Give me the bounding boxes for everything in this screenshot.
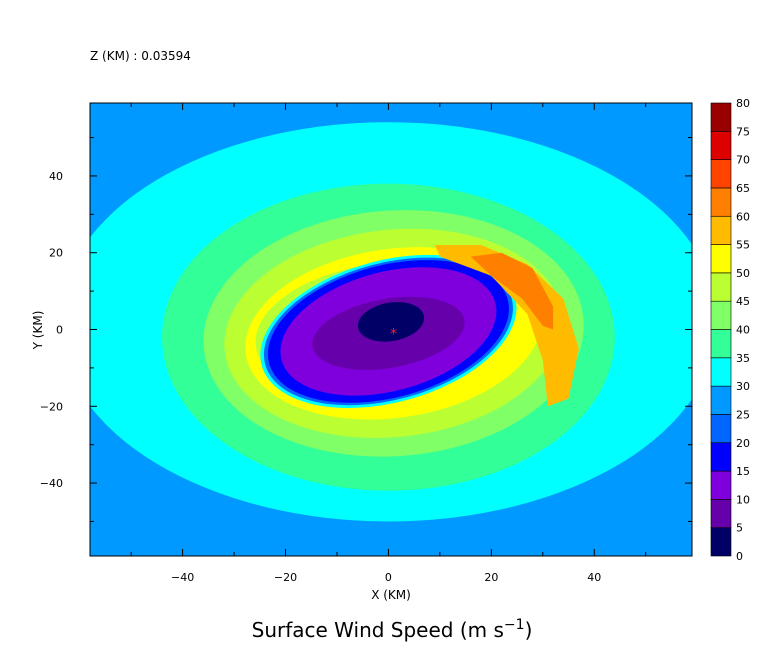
y-tick-label: 40 (49, 170, 63, 183)
colorbar-label: 0 (736, 550, 743, 563)
colorbar-swatch (710, 244, 732, 274)
colorbar-swatch (710, 527, 732, 557)
x-tick-labels: −40 −20 0 20 40 (171, 571, 601, 584)
colorbar-swatch (710, 329, 732, 359)
colorbar-swatch (710, 102, 732, 132)
colorbar-label: 40 (736, 324, 750, 337)
colorbar-label: 30 (736, 380, 750, 393)
y-tick-labels: −40 −20 0 20 40 (40, 170, 63, 490)
colorbar-swatch (710, 499, 732, 528)
x-tick-label: 40 (587, 571, 601, 584)
chart-subtitle: Z (KM) : 0.03594 (90, 49, 191, 63)
contour-region (357, 302, 425, 342)
colorbar-swatch (710, 442, 732, 472)
colorbar-swatch (710, 357, 732, 387)
colorbar-label: 65 (736, 182, 750, 195)
colorbar-swatch (710, 131, 732, 160)
colorbar-label: 60 (736, 210, 750, 223)
colorbar-label: 55 (736, 239, 750, 252)
contour-region (434, 245, 579, 407)
storm-center-marker: * (390, 326, 397, 342)
axis-ticks (90, 103, 692, 556)
colorbar-label: 10 (736, 493, 750, 506)
x-tick-label: −40 (171, 571, 194, 584)
colorbar-label: 5 (736, 522, 743, 535)
colorbar: 0 5 10 15 20 25 30 35 40 45 50 55 60 65 70 75 80 (710, 97, 750, 563)
chart-title-superscript: −1 (504, 617, 525, 633)
x-tick-label: 0 (385, 571, 392, 584)
chart-title-main: Surface Wind Speed (m s (252, 618, 504, 642)
colorbar-label: 75 (736, 125, 750, 138)
colorbar-swatch (710, 300, 732, 330)
x-tick-label: 20 (484, 571, 498, 584)
y-axis-label: Y (KM) (31, 311, 45, 351)
colorbar-label: 35 (736, 352, 750, 365)
contour-field: * (90, 103, 692, 556)
colorbar-swatch (710, 187, 732, 217)
chart-title-close: ) (525, 618, 533, 642)
contour-region (470, 252, 554, 330)
colorbar-swatch (710, 470, 732, 500)
y-tick-label: −20 (40, 400, 63, 413)
colorbar-label: 20 (736, 437, 750, 450)
colorbar-swatch (710, 159, 732, 189)
colorbar-label: 25 (736, 408, 750, 421)
y-tick-label: 20 (49, 247, 63, 260)
colorbar-swatch (710, 385, 732, 415)
x-tick-label: −20 (274, 571, 297, 584)
y-tick-label: 0 (56, 324, 63, 337)
colorbar-label: 70 (736, 154, 750, 167)
colorbar-swatch (710, 272, 732, 302)
colorbar-label: 45 (736, 295, 750, 308)
colorbar-label: 80 (736, 97, 750, 110)
x-axis-label: X (KM) (371, 588, 411, 602)
y-tick-label: −40 (40, 477, 63, 490)
colorbar-label: 50 (736, 267, 750, 280)
colorbar-swatch (710, 414, 732, 444)
colorbar-label: 15 (736, 465, 750, 478)
chart-title: Surface Wind Speed (m s−1) (252, 617, 533, 642)
colorbar-swatch (710, 215, 732, 245)
